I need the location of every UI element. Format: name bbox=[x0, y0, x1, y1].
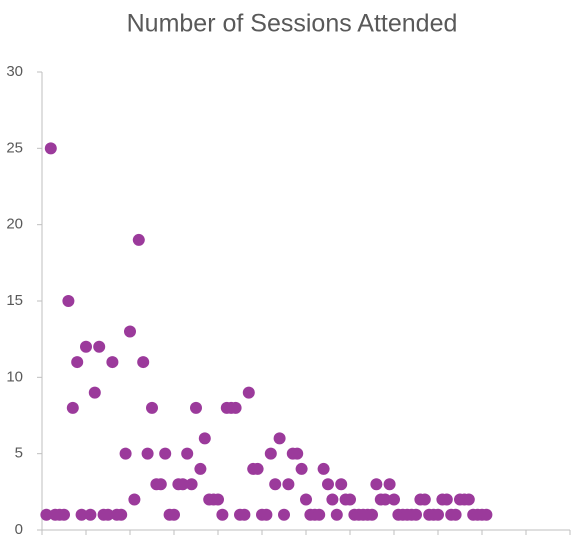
y-tick-label: 10 bbox=[6, 368, 23, 385]
point bbox=[313, 508, 326, 521]
point bbox=[282, 478, 295, 491]
point bbox=[88, 386, 101, 399]
point bbox=[440, 493, 453, 506]
point bbox=[212, 493, 224, 506]
point bbox=[326, 493, 339, 506]
point bbox=[198, 432, 211, 445]
point bbox=[80, 340, 92, 353]
point bbox=[154, 478, 167, 491]
point bbox=[322, 478, 334, 491]
point bbox=[146, 401, 158, 414]
y-tick-label: 0 bbox=[15, 521, 23, 538]
point bbox=[176, 478, 189, 491]
point bbox=[168, 508, 180, 521]
point bbox=[462, 493, 475, 506]
point bbox=[40, 508, 53, 521]
point bbox=[185, 478, 198, 491]
point bbox=[84, 508, 97, 521]
point bbox=[251, 462, 264, 475]
point bbox=[432, 508, 444, 521]
point bbox=[71, 356, 84, 369]
point bbox=[44, 142, 57, 155]
point bbox=[75, 508, 88, 521]
point bbox=[106, 356, 119, 369]
point bbox=[291, 447, 304, 460]
point bbox=[300, 493, 312, 506]
point bbox=[102, 508, 114, 521]
point bbox=[141, 447, 154, 460]
point bbox=[119, 447, 132, 460]
point bbox=[229, 401, 242, 414]
point bbox=[449, 508, 462, 521]
point bbox=[317, 462, 330, 475]
point bbox=[62, 295, 75, 307]
point bbox=[278, 508, 290, 521]
point bbox=[366, 508, 378, 521]
y-tick-label: 25 bbox=[6, 139, 23, 156]
point bbox=[58, 508, 70, 521]
point bbox=[128, 493, 141, 506]
point bbox=[264, 447, 277, 460]
point bbox=[410, 508, 422, 521]
point bbox=[159, 447, 172, 460]
y-tick-label: 5 bbox=[15, 445, 23, 462]
point bbox=[388, 493, 400, 506]
point bbox=[124, 325, 136, 338]
point bbox=[216, 508, 229, 521]
point bbox=[93, 340, 106, 353]
y-tick-label: 20 bbox=[6, 216, 23, 233]
point bbox=[418, 493, 431, 506]
point bbox=[370, 478, 383, 491]
point bbox=[335, 478, 348, 491]
y-tick-label: 15 bbox=[6, 292, 23, 309]
point bbox=[273, 432, 286, 445]
point bbox=[260, 508, 273, 521]
point bbox=[181, 447, 194, 460]
point bbox=[132, 233, 145, 246]
y-tick-label: 30 bbox=[6, 63, 23, 80]
point bbox=[238, 508, 251, 521]
point bbox=[115, 508, 128, 521]
point bbox=[295, 462, 308, 475]
point bbox=[383, 478, 396, 491]
point bbox=[269, 478, 282, 491]
point bbox=[66, 401, 79, 414]
point bbox=[137, 356, 150, 369]
point bbox=[190, 401, 202, 414]
point bbox=[330, 508, 343, 521]
chart-title: Number of Sessions Attended bbox=[127, 10, 458, 38]
point bbox=[480, 508, 493, 521]
point bbox=[242, 386, 255, 399]
point bbox=[344, 493, 356, 506]
point bbox=[379, 493, 392, 506]
point bbox=[194, 462, 207, 475]
